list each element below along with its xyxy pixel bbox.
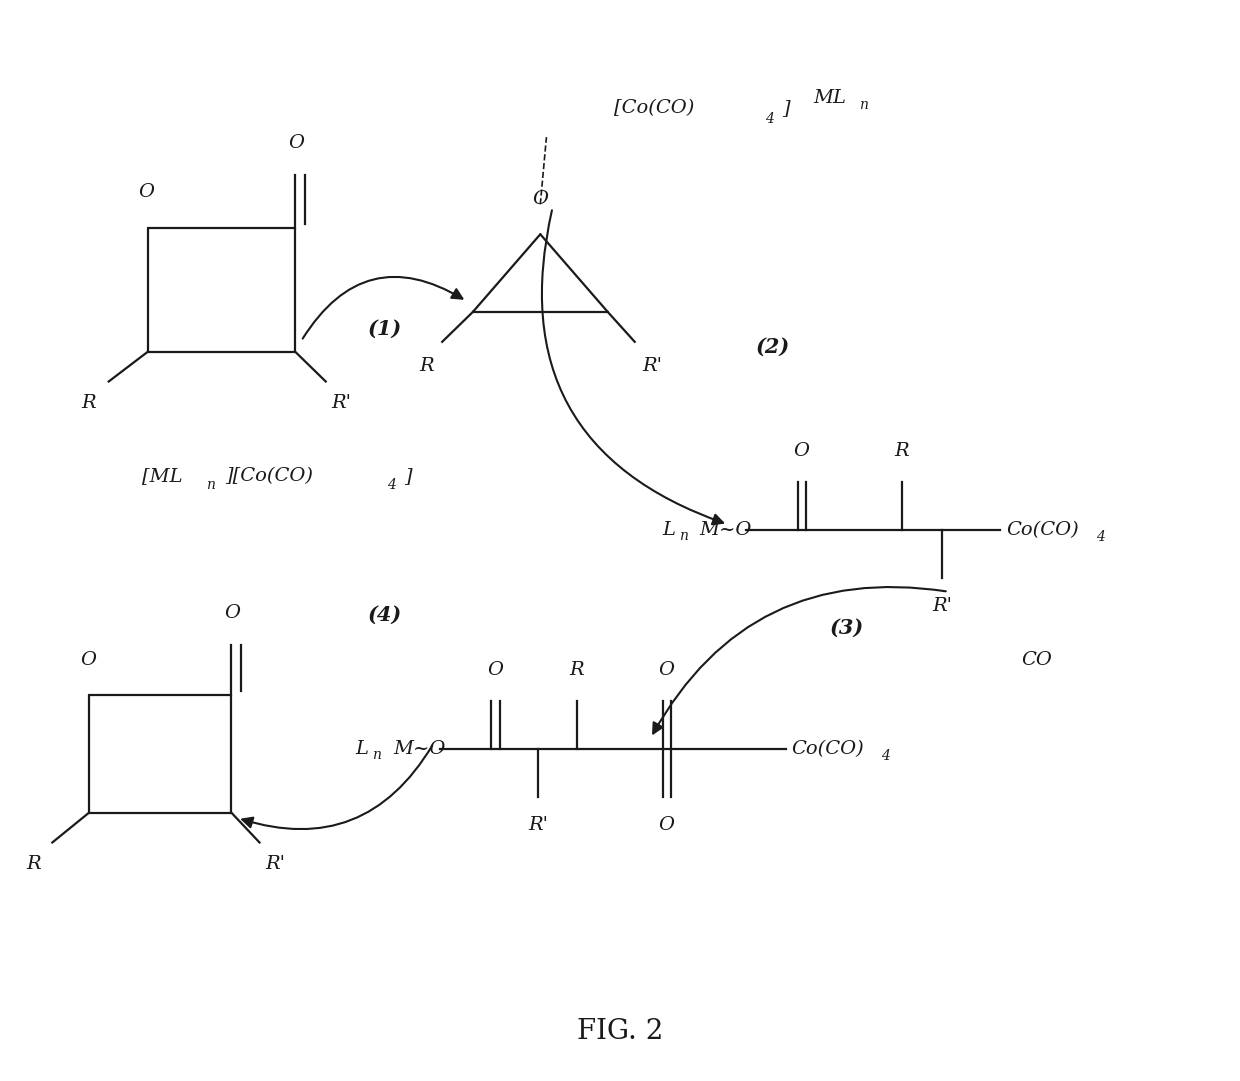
Text: 4: 4	[1096, 531, 1105, 545]
Text: L: L	[662, 521, 675, 538]
FancyArrowPatch shape	[242, 746, 433, 829]
Text: R': R'	[265, 855, 285, 873]
Text: CO: CO	[1022, 651, 1053, 669]
Text: R': R'	[331, 395, 352, 412]
Text: 4: 4	[765, 112, 774, 126]
Text: R': R'	[642, 357, 662, 375]
Text: n: n	[206, 478, 215, 492]
Text: O: O	[289, 134, 304, 151]
Text: (3): (3)	[830, 618, 864, 638]
Text: O: O	[224, 604, 241, 622]
Text: (4): (4)	[367, 605, 402, 625]
FancyArrowPatch shape	[542, 211, 723, 524]
Text: 4: 4	[882, 749, 890, 763]
Text: Co(CO): Co(CO)	[1006, 521, 1079, 538]
Text: FIG. 2: FIG. 2	[577, 1018, 663, 1045]
Text: R: R	[569, 662, 584, 679]
FancyArrowPatch shape	[653, 587, 946, 733]
Text: 4: 4	[387, 478, 396, 492]
Text: O: O	[532, 189, 548, 208]
Text: ]: ]	[404, 467, 412, 485]
Text: R': R'	[528, 816, 548, 833]
Text: ML: ML	[813, 89, 847, 107]
Text: (2): (2)	[756, 336, 790, 357]
Text: L: L	[356, 739, 368, 758]
FancyArrowPatch shape	[303, 277, 463, 338]
Text: [Co(CO): [Co(CO)	[614, 99, 694, 118]
Text: [ML: [ML	[141, 467, 182, 485]
Text: n: n	[678, 530, 688, 544]
Text: Co(CO): Co(CO)	[791, 739, 864, 758]
Text: ][Co(CO): ][Co(CO)	[226, 467, 314, 485]
Text: O: O	[658, 816, 675, 833]
Text: O: O	[139, 183, 155, 201]
Text: O: O	[487, 662, 503, 679]
Text: R: R	[419, 357, 434, 375]
Text: R: R	[26, 855, 41, 873]
Text: ]: ]	[782, 99, 790, 118]
Text: R': R'	[932, 597, 952, 615]
Text: M~O: M~O	[393, 739, 445, 758]
Text: n: n	[372, 748, 381, 762]
Text: O: O	[794, 442, 810, 461]
Text: n: n	[859, 98, 868, 112]
Text: (1): (1)	[367, 319, 402, 339]
Text: R: R	[895, 442, 909, 461]
Text: R: R	[82, 395, 97, 412]
Text: O: O	[79, 651, 95, 668]
Text: O: O	[658, 662, 675, 679]
Text: M~O: M~O	[699, 521, 753, 538]
